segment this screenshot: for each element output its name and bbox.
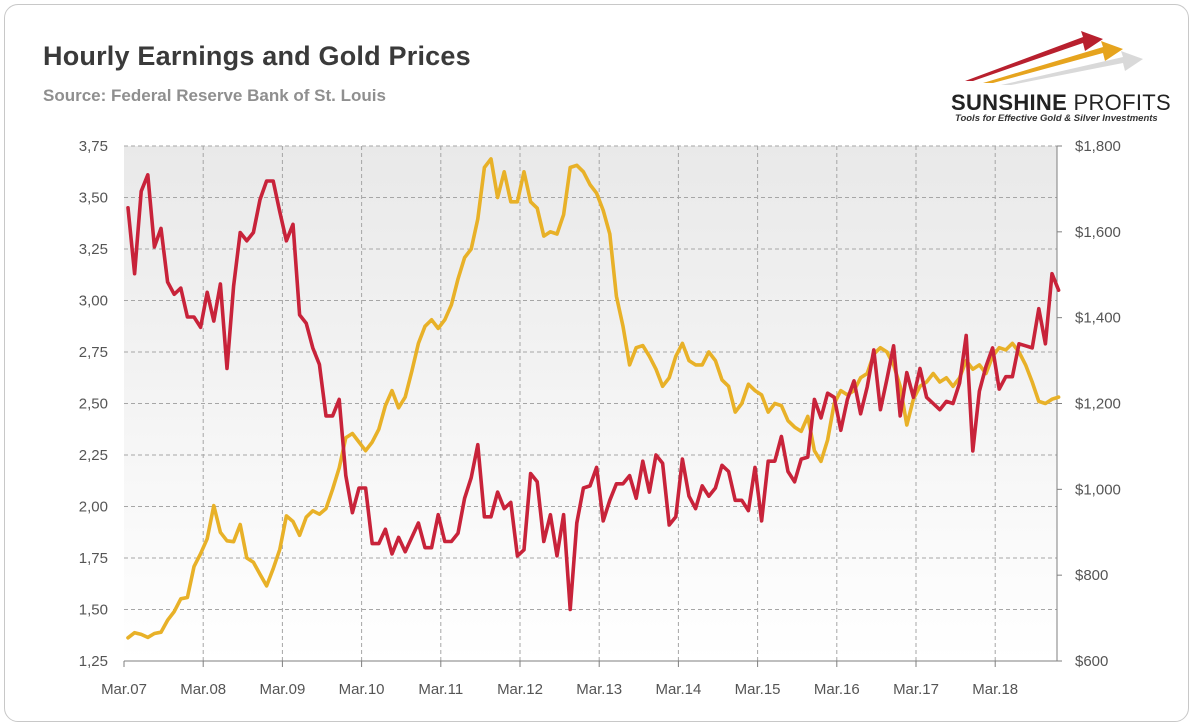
y-left-tick-label: 3,50 — [79, 190, 108, 207]
x-tick-label: Mar.08 — [180, 681, 226, 698]
earnings-series-line — [126, 173, 1061, 612]
y-right-tick-label: $1,600 — [1075, 224, 1121, 241]
x-tick-label: Mar.11 — [418, 681, 463, 698]
y-left-tick-label: 2,50 — [79, 396, 108, 413]
y-left-tick-label: 2,25 — [79, 447, 108, 464]
y-right-tick-label: $1,800 — [1075, 138, 1121, 155]
y-left-tick-label: 2,75 — [79, 344, 108, 361]
y-right-tick-label: $1,000 — [1075, 481, 1121, 498]
y-right-tick-label: $800 — [1075, 567, 1108, 584]
x-tick-label: Mar.16 — [814, 681, 860, 698]
x-tick-label: Mar.14 — [655, 681, 701, 698]
x-tick-label: Mar.13 — [576, 681, 622, 698]
y-left-tick-label: 3,00 — [79, 293, 108, 310]
x-tick-label: Mar.17 — [893, 681, 939, 698]
logo-name-bold: SUNSHINE — [951, 90, 1068, 115]
y-left-tick-label: 3,25 — [79, 241, 108, 258]
y-right-tick-label: $1,400 — [1075, 310, 1121, 327]
logo-name-light: PROFITS — [1073, 90, 1171, 115]
x-tick-label: Mar.12 — [497, 681, 543, 698]
x-tick-label: Mar.09 — [259, 681, 305, 698]
y-right-tick-label: $600 — [1075, 653, 1108, 670]
y-right-tick-label: $1,200 — [1075, 396, 1121, 413]
sunshine-profits-logo: SUNSHINE PROFITS Tools for Effective Gol… — [943, 29, 1183, 125]
y-left-tick-label: 1,75 — [79, 550, 108, 567]
logo-arrow-icon — [965, 31, 1143, 85]
y-left-tick-label: 2,00 — [79, 499, 108, 516]
x-tick-label: Mar.10 — [339, 681, 385, 698]
x-tick-label: Mar.15 — [735, 681, 781, 698]
y-left-tick-label: 3,75 — [79, 138, 108, 155]
logo-tagline: Tools for Effective Gold & Silver Invest… — [955, 113, 1158, 124]
logo-name: SUNSHINE PROFITS — [951, 90, 1171, 116]
y-left-tick-label: 1,50 — [79, 602, 108, 619]
chart-svg: 1,25 1,50 1,75 2,00 2,25 2,50 2,75 3,00 3,25 3,50… — [79, 138, 1121, 698]
chart-title: Hourly Earnings and Gold Prices — [43, 41, 471, 71]
chart-source: Source: Federal Reserve Bank of St. Loui… — [43, 86, 386, 105]
x-tick-label: Mar.18 — [972, 681, 1018, 698]
y-left-tick-label: 1,25 — [79, 653, 108, 670]
chart-frame: Hourly Earnings and Gold Prices Source: … — [4, 4, 1189, 722]
x-tick-label: Mar.07 — [101, 681, 147, 698]
